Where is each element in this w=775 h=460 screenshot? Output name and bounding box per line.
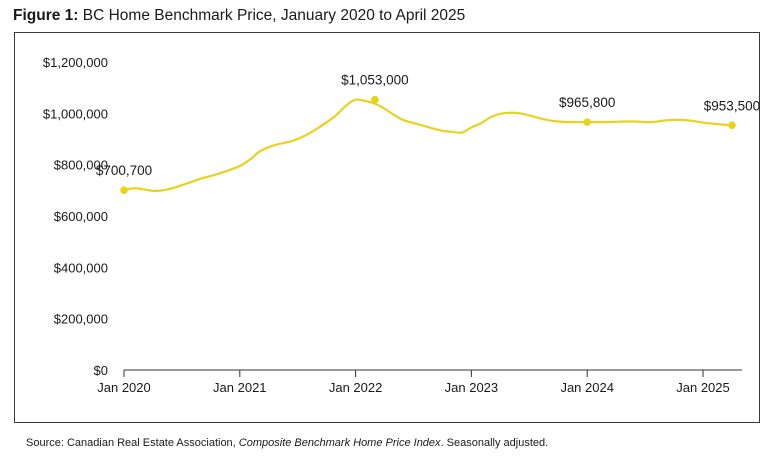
y-tick-label: $1,000,000 [43, 106, 108, 121]
figure-label: Figure 1: [13, 7, 79, 24]
figure-title-text: BC Home Benchmark Price, January 2020 to… [82, 7, 466, 24]
chart-frame [14, 32, 760, 423]
y-tick-label: $1,200,000 [43, 55, 108, 70]
y-tick-label: $600,000 [54, 209, 108, 224]
x-tick-label: Jan 2021 [213, 380, 267, 395]
source-note: Source: Canadian Real Estate Association… [26, 437, 548, 449]
source-suffix: . Seasonally adjusted. [440, 437, 549, 449]
x-tick-label: Jan 2023 [445, 380, 499, 395]
source-prefix: Source: Canadian Real Estate Association… [26, 437, 239, 449]
y-tick-label: $800,000 [54, 158, 108, 173]
x-tick-label: Jan 2024 [560, 380, 614, 395]
annotation-label: $965,800 [559, 95, 615, 110]
series-line [123, 98, 733, 192]
source-index-name: Composite Benchmark Home Price Index [238, 437, 441, 449]
y-tick-label: $200,000 [54, 312, 108, 327]
x-tick-label: Jan 2022 [329, 380, 383, 395]
y-tick-label: $400,000 [54, 260, 108, 275]
annotation-label: $1,053,000 [341, 73, 409, 88]
annotation-point [120, 186, 128, 194]
annotation-point [371, 95, 379, 104]
x-tick-label: Jan 2025 [676, 380, 730, 395]
annotation-point [583, 118, 591, 126]
y-tick-label: $0 [94, 363, 108, 378]
x-tick-label: Jan 2020 [97, 380, 151, 395]
annotation-label: $700,700 [96, 163, 152, 178]
annotation-label: $953,500 [704, 98, 760, 113]
figure-title: Figure 1: BC Home Benchmark Price, Janua… [13, 7, 465, 25]
annotation-point [728, 121, 736, 130]
